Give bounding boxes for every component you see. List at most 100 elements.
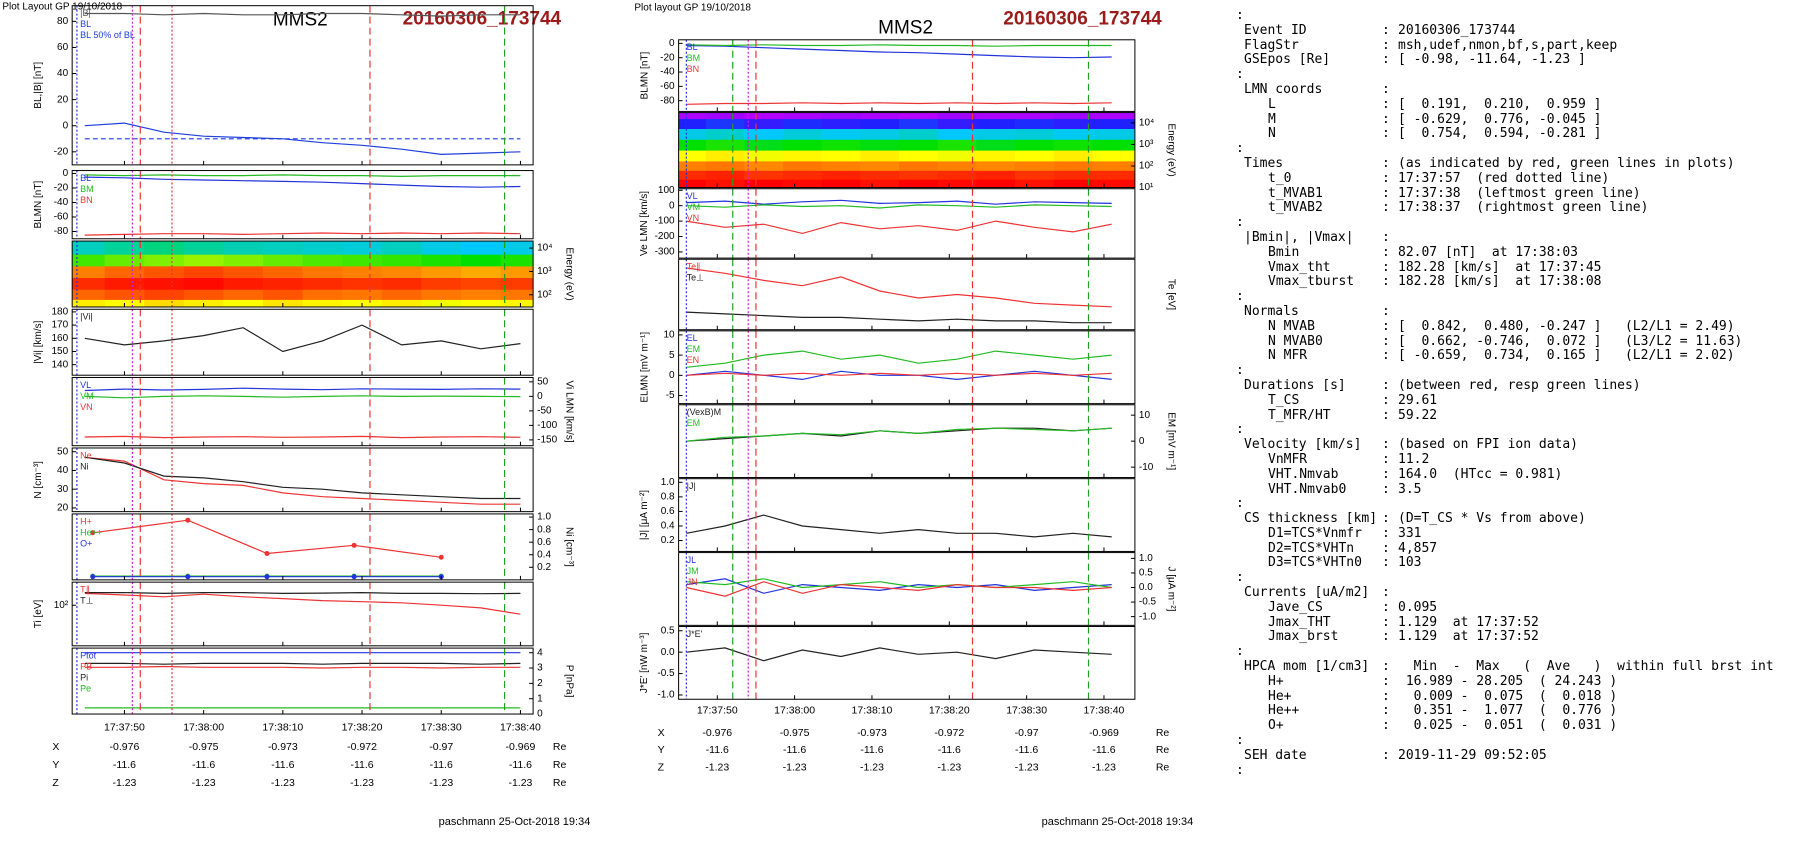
legend-entry: JL: [687, 555, 697, 565]
y-tick-label: 0.8: [661, 492, 675, 503]
position-value: -11.6: [271, 759, 294, 771]
footer: paschmann 25-Oct-2018 19:34: [1042, 816, 1194, 828]
legend-entry: Pi: [80, 672, 88, 682]
info-value: [ -0.98, -11.64, -1.23 ]: [1398, 52, 1586, 68]
data-point: [264, 574, 270, 580]
info-row: :: [1236, 363, 1798, 378]
info-row: :: [1236, 67, 1798, 82]
heat-cell: [72, 277, 106, 290]
series-line: [84, 387, 521, 392]
heat-cell: [421, 241, 462, 255]
heat-cell: [183, 254, 224, 267]
heat-cell: [72, 265, 106, 279]
separator: :: [1382, 274, 1390, 290]
y-tick-label: 50: [57, 446, 69, 457]
heat-cell: [705, 118, 745, 130]
info-key: N MVAB0: [1268, 333, 1323, 349]
section-note: Min - Max ( Ave ) within full brst int: [1398, 659, 1774, 675]
legend-entry: EM: [687, 344, 701, 354]
legend-entry: Te∥: [687, 262, 701, 272]
y-tick-label: 50: [537, 376, 549, 387]
y-tick-label: 10⁴: [1139, 118, 1154, 129]
info-key: t_MVAB2: [1268, 200, 1323, 216]
heat-cell: [705, 112, 745, 120]
info-row: N MVAB: [ 0.842, 0.480, -0.247 ] (L2/L1 =…: [1236, 319, 1798, 334]
series-line: [84, 591, 521, 595]
y-axis-label: Te [eV]: [1165, 279, 1176, 310]
y-tick-label: 100: [658, 185, 675, 196]
separator: :: [1382, 229, 1390, 245]
info-row: :: [1236, 763, 1798, 778]
y-axis-label: Energy (eV): [1165, 123, 1176, 176]
y-axis-label: P [nPa]: [563, 665, 574, 698]
heat-cell: [1053, 179, 1093, 188]
heat-cell: [421, 277, 462, 290]
y-tick-label: 0: [669, 38, 675, 49]
position-unit: Re: [1156, 727, 1170, 739]
info-key: VHT.Nmvab: [1268, 466, 1339, 482]
heat-cell: [263, 265, 304, 279]
separator: :: [1382, 525, 1390, 541]
info-key: N MVAB: [1268, 318, 1315, 334]
info-panel: : Event ID:20160306_173744 FlagStr: msh,ude…: [1236, 8, 1798, 777]
y-tick-label: 0: [63, 120, 69, 131]
y-tick-label: 20: [57, 94, 69, 105]
info-row: :: [1236, 496, 1798, 511]
info-row: M: [ -0.629, 0.776, -0.045 ]: [1236, 112, 1798, 127]
y-axis-label: BL,|B| [nT]: [33, 62, 44, 109]
legend-entry: Pe: [80, 683, 91, 693]
y-tick-label: -40: [54, 197, 69, 208]
info-key: GSEpos [Re]: [1244, 52, 1331, 68]
heat-cell: [705, 179, 745, 188]
heat-cell: [183, 265, 224, 279]
position-unit: Re: [553, 777, 567, 789]
y-tick-label: 10²: [537, 289, 552, 300]
info-value: 1.129 at 17:37:52: [1398, 629, 1539, 645]
position-value: -11.6: [509, 759, 532, 771]
info-value: 0.351 - 1.077 ( 0.776 ): [1398, 703, 1618, 719]
heat-cell: [1053, 118, 1093, 130]
y-tick-label: 170: [51, 320, 68, 331]
title: MMS2: [273, 9, 328, 30]
position-value: -1.23: [705, 761, 729, 773]
y-tick-label: 10¹: [1139, 182, 1154, 193]
y-axis-label: BLMN [nT]: [33, 181, 44, 229]
info-value: 0.009 - 0.075 ( 0.018 ): [1398, 688, 1618, 704]
panel-frame: [678, 330, 1136, 405]
y-tick-label: 0.4: [661, 521, 675, 532]
legend-entry: VN: [80, 402, 93, 412]
series-line: [84, 662, 521, 665]
heat-cell: [144, 241, 185, 255]
heat-cell: [223, 277, 264, 290]
panel-frame: [71, 581, 534, 647]
info-key: D3=TCS*VHTn0: [1268, 555, 1362, 571]
separator: :: [1382, 555, 1390, 571]
info-key: Vmax_tht: [1268, 259, 1331, 275]
panel: 10¹ 10² 10³ 10⁴ Energy (eV): [678, 112, 1176, 193]
heat-cell: [705, 160, 745, 171]
info-row: HPCA mom [1/cm3]: Min - Max ( Ave ) with…: [1236, 659, 1798, 674]
y-tick-label: 0: [537, 709, 543, 720]
panel: |J| 1.0 0.8 0.6 0.4 0.2 |J| [μA m⁻²]: [639, 477, 1136, 552]
y-tick-label: -100: [537, 420, 557, 431]
info-key: N: [1268, 126, 1276, 142]
heat-cell: [976, 128, 1016, 140]
info-key: D1=TCS*Vnmfr: [1268, 525, 1362, 541]
position-value: -0.973: [857, 727, 887, 739]
position-value: -11.6: [706, 744, 729, 756]
y-tick-label: 10: [1139, 410, 1151, 421]
heat-cell: [302, 265, 343, 279]
y-tick-label: -60: [54, 212, 69, 223]
plot-area: [84, 174, 521, 236]
y-tick-label: 0.8: [537, 524, 551, 535]
series-line: [84, 592, 521, 615]
heat-cell: [1015, 160, 1055, 171]
heat-cell: [976, 160, 1016, 171]
heat-cell: [183, 277, 224, 290]
series-line: [686, 311, 1112, 324]
legend-entry: BN: [687, 64, 700, 74]
data-point: [351, 574, 357, 580]
separator: :: [1382, 377, 1390, 393]
